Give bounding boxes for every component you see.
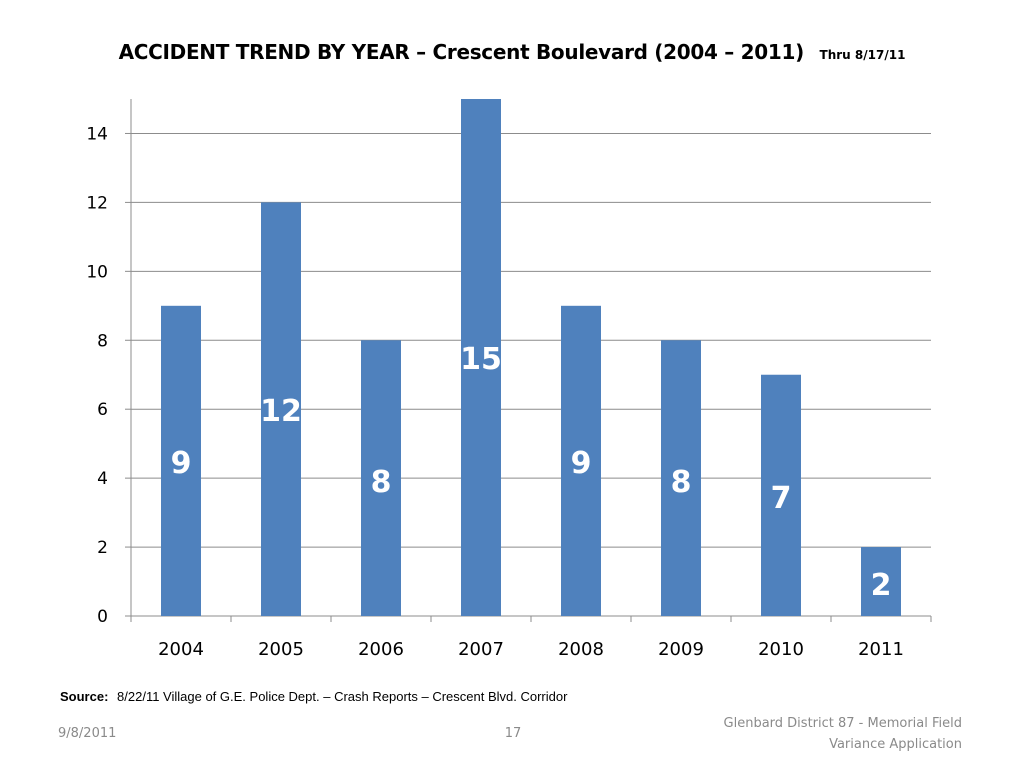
bar-2004 [161, 305, 201, 616]
data-label-2004: 9 [171, 446, 192, 481]
chart-title: ACCIDENT TREND BY YEAR – Crescent Boulev… [118, 40, 805, 64]
x-tick-label: 2009 [658, 639, 704, 660]
x-tick-label: 2010 [758, 639, 804, 660]
y-tick-label: 12 [86, 193, 108, 213]
x-tick-label: 2011 [858, 639, 904, 660]
chart-title-note: Thru 8/17/11 [819, 48, 906, 62]
y-tick-label: 4 [97, 469, 108, 489]
bar-chart: 0 2 4 6 8 10 12 14 9 2004 12 2005 8 2006 15 2007 9 2008 8 2… [86, 99, 932, 660]
source-text: 8/22/11 Village of G.E. Police Dept. – C… [117, 689, 568, 704]
x-tick-label: 2008 [558, 639, 604, 660]
x-tick-label: 2006 [358, 639, 404, 660]
data-label-2006: 8 [371, 465, 392, 500]
footer-date: 9/8/2011 [58, 726, 117, 741]
x-tick-label: 2007 [458, 639, 504, 660]
data-label-2007: 15 [460, 342, 502, 377]
bar-2005 [261, 202, 301, 616]
chart-title-bar: ACCIDENT TREND BY YEAR – Crescent Boulev… [0, 40, 1024, 64]
data-label-2008: 9 [571, 446, 592, 481]
bar-2009 [661, 340, 701, 616]
bar-2011 [861, 547, 901, 616]
bar-2008 [561, 305, 601, 616]
y-tick-label: 0 [97, 607, 108, 627]
y-tick-label: 14 [86, 124, 108, 144]
data-label-2011: 2 [871, 568, 892, 603]
y-tick-label: 10 [86, 262, 108, 282]
x-tick-label: 2004 [158, 639, 204, 660]
footer-organization: Glenbard District 87 - Memorial Field Va… [724, 713, 962, 755]
x-tick-label: 2005 [258, 639, 304, 660]
bar-2010 [761, 374, 801, 616]
bar-2007 [461, 99, 501, 616]
footer-org-line2: Variance Application [829, 737, 962, 752]
source-note: Source: 8/22/11 Village of G.E. Police D… [60, 689, 567, 704]
bar-2006 [361, 340, 401, 616]
y-tick-label: 6 [97, 400, 108, 420]
data-label-2009: 8 [671, 465, 692, 500]
source-label: Source: [60, 689, 109, 704]
y-tick-label: 8 [97, 331, 108, 351]
data-label-2010: 7 [771, 481, 792, 516]
footer-page-number: 17 [504, 726, 522, 741]
data-label-2005: 12 [260, 394, 302, 429]
y-tick-label: 2 [97, 538, 108, 558]
footer-org-line1: Glenbard District 87 - Memorial Field [723, 716, 962, 731]
